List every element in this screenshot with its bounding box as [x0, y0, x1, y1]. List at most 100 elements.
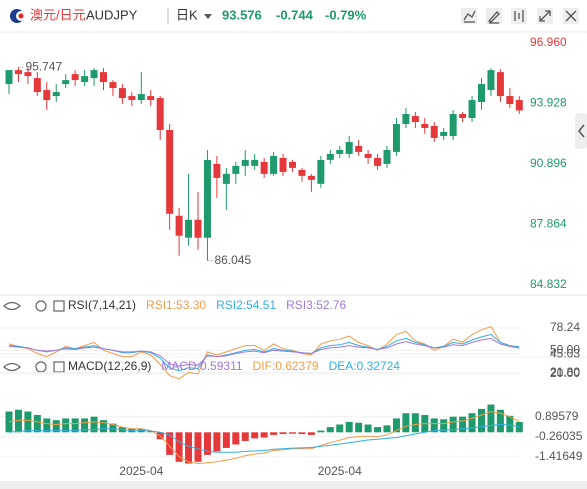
histogram-bar: [270, 432, 278, 435]
candle-body: [336, 149, 344, 154]
side-panel-arrow: [578, 124, 585, 138]
histogram-bar: [62, 418, 70, 433]
annotation-label: 86.045: [214, 253, 251, 267]
histogram-bar: [364, 424, 372, 433]
candle-body: [118, 88, 126, 99]
candle-body: [298, 169, 306, 176]
histogram-bar: [468, 413, 476, 433]
candle-body: [515, 100, 523, 111]
histogram-bar: [279, 432, 287, 435]
symbol: AUDJPY: [86, 7, 138, 22]
indicator-button[interactable]: [461, 8, 477, 24]
candle-body: [62, 80, 70, 85]
candle-body: [137, 94, 145, 101]
y-tick-label: 93.928: [530, 96, 567, 110]
candle-body: [326, 153, 334, 160]
histogram-bar: [52, 420, 60, 433]
candle-body: [24, 72, 32, 77]
histogram-bar: [241, 432, 249, 441]
candle-body: [213, 163, 221, 178]
y-tick-label: 96.960: [530, 35, 567, 49]
select-button[interactable]: [53, 300, 65, 312]
indicator-line: [8, 410, 520, 465]
candle-body: [487, 70, 495, 91]
candle-body: [175, 215, 183, 236]
candle-body: [203, 159, 211, 238]
histogram-bar: [336, 424, 344, 433]
legend-entry: RSI3:52.76: [286, 298, 346, 312]
histogram-bar: [515, 422, 523, 433]
legend-entry: DIF:0.62379: [253, 359, 319, 373]
rsi-controls: [3, 300, 65, 312]
histogram-bar: [71, 418, 79, 433]
y-tick-label: 0.89579: [535, 409, 579, 423]
flag-icon: [10, 9, 26, 23]
indicator-title: RSI(7,14,21): [68, 298, 136, 312]
histogram-bar: [374, 427, 382, 433]
price-change-pct: -0.79%: [325, 7, 367, 22]
settings-button[interactable]: [35, 300, 47, 312]
histogram-bar: [317, 430, 325, 433]
candle-body: [43, 90, 51, 101]
histogram-bar: [326, 427, 334, 433]
dropdown-caret[interactable]: [204, 14, 212, 19]
candle-body: [459, 114, 467, 119]
candle-body: [506, 96, 514, 105]
candle-body: [364, 153, 372, 158]
histogram-bar: [147, 431, 155, 433]
candle-body: [355, 145, 363, 152]
histogram-bar: [100, 420, 107, 433]
x-tick-label: 2025-04: [318, 464, 362, 478]
candle-body: [90, 70, 98, 79]
histogram-bar: [298, 432, 306, 435]
candle-body: [496, 72, 504, 97]
y-tick-label: 84.832: [530, 277, 567, 291]
fullscreen-icon: [539, 10, 551, 22]
candle-body: [156, 98, 164, 130]
visibility-toggle[interactable]: [3, 301, 21, 311]
histogram-bar: [175, 432, 183, 462]
candle-body: [468, 100, 476, 119]
y-tick-label: -0.26035: [535, 429, 583, 443]
histogram-bar: [307, 432, 315, 435]
histogram-bar: [487, 404, 495, 433]
y-tick-label: 50.00: [550, 342, 580, 356]
pair-name: 澳元/日元: [30, 7, 86, 22]
histogram-bar: [459, 416, 467, 433]
histogram-bar: [33, 414, 41, 433]
period-selector[interactable]: 日K: [176, 7, 198, 22]
histogram-bar: [222, 432, 230, 448]
histogram-bar: [260, 432, 268, 438]
indicator-line: [8, 423, 520, 453]
candle-body: [71, 74, 79, 81]
candle-body: [147, 96, 155, 101]
select-button[interactable]: [53, 361, 65, 373]
histogram-bar: [402, 413, 410, 433]
price-change: -0.744: [276, 7, 314, 22]
indicator-icon: [463, 10, 476, 23]
histogram-bar: [24, 411, 32, 433]
scrollbar[interactable]: [0, 481, 587, 489]
candle-body: [440, 131, 448, 136]
histogram-bar: [430, 418, 438, 433]
candle-body: [478, 84, 485, 103]
side-panel-tab[interactable]: [575, 113, 587, 149]
y-tick-label: 90.896: [530, 156, 567, 170]
macd-controls: [3, 361, 65, 373]
settings-button[interactable]: [35, 361, 47, 373]
candle-body: [402, 114, 410, 124]
legend-entry: MACD:0.59311: [161, 359, 242, 373]
histogram-bar: [81, 418, 89, 433]
y-tick-label: -1.41649: [535, 449, 583, 463]
close-icon: [565, 10, 577, 22]
histogram-bar: [289, 432, 296, 434]
histogram-bar: [14, 409, 22, 433]
candle-body: [279, 157, 287, 172]
visibility-toggle[interactable]: [3, 362, 21, 372]
draw-icon: [487, 11, 500, 24]
candle-body: [100, 72, 107, 83]
indicator-title: MACD(12,26,9): [68, 359, 151, 373]
candle-body: [232, 165, 240, 174]
candle-body: [307, 175, 315, 180]
